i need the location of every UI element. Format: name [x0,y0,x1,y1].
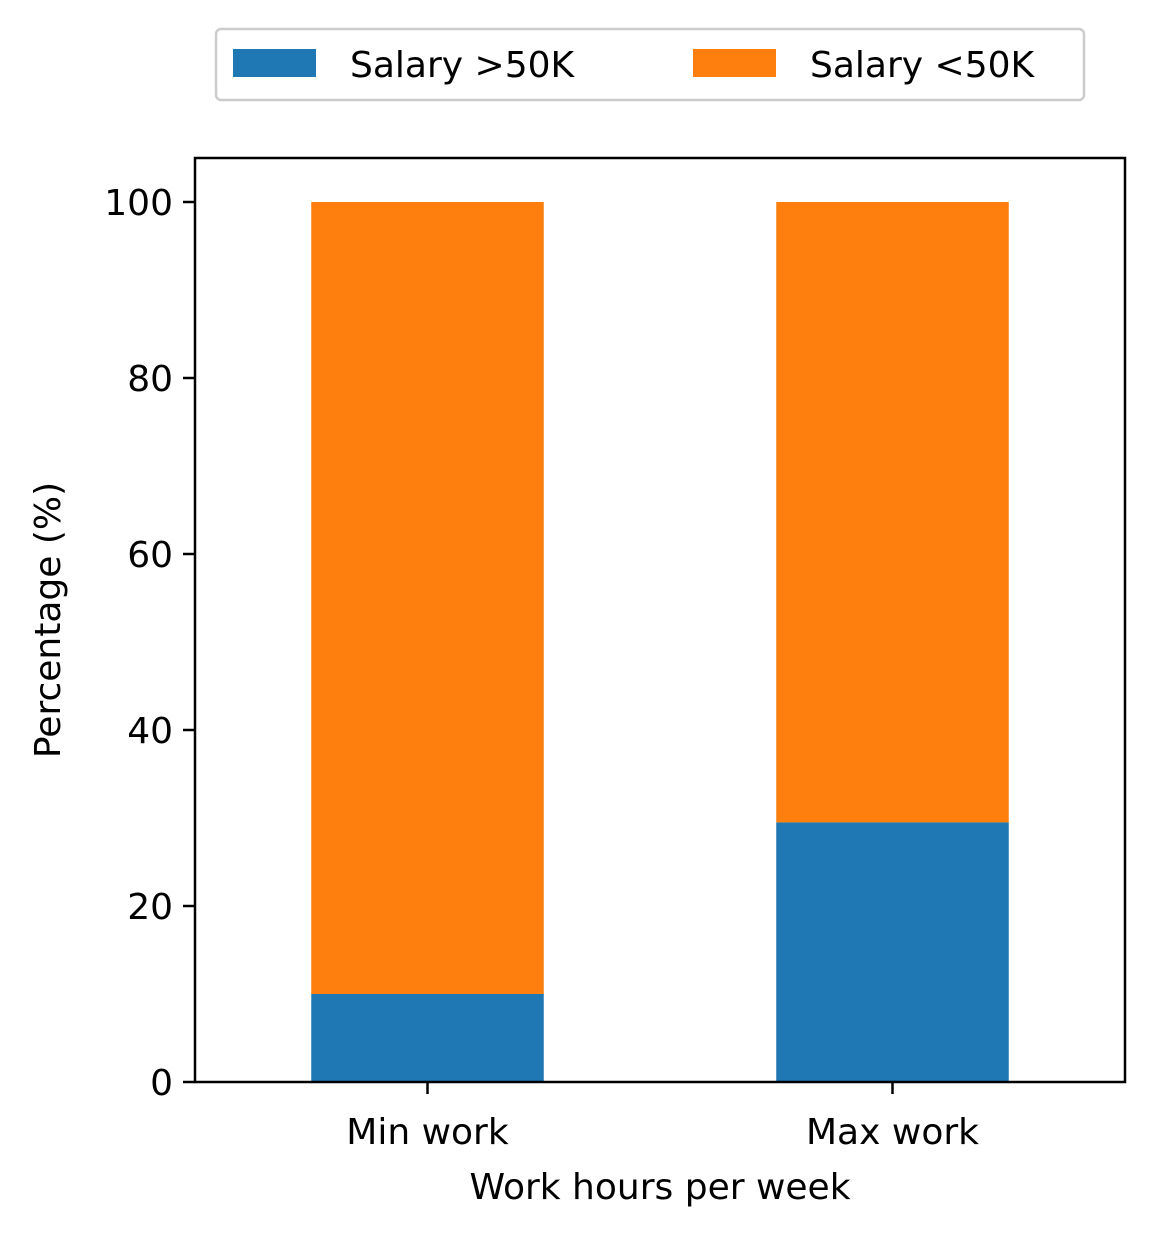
bar-min-work-salary-above [311,994,544,1082]
bar-min-work-salary-below [311,202,544,994]
bar-group [311,202,1009,1082]
y-axis-label: Percentage (%) [28,482,69,758]
x-axis-label: Work hours per week [469,1167,850,1208]
x-tick-label-max-work: Max work [806,1112,979,1153]
y-tick-label: 0 [150,1063,173,1104]
x-axis-ticks: Min work Max work [346,1082,979,1153]
legend-label-salary-above: Salary >50K [350,45,575,86]
legend-label-salary-below: Salary <50K [810,45,1035,86]
legend-frame [214,27,1086,102]
y-tick-label: 40 [127,711,173,752]
legend-swatch-salary-below [693,49,776,77]
y-tick-label: 80 [127,359,173,400]
y-tick-label: 20 [127,887,173,928]
y-tick-label: 100 [104,183,173,224]
plot-frame [193,156,1127,1084]
y-tick-label: 60 [127,535,173,576]
y-axis-ticks: 0 20 40 60 80 100 [104,183,195,1104]
bar-max-work-salary-above [776,822,1009,1082]
legend-swatch-salary-above [233,49,316,77]
legend: Salary >50K Salary <50K [214,27,1086,102]
x-tick-label-min-work: Min work [346,1112,509,1153]
bar-max-work-salary-below [776,202,1009,823]
